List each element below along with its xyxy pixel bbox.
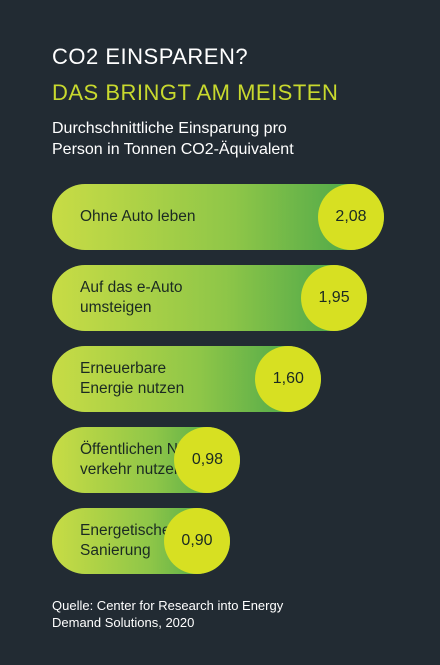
source-note: Quelle: Center for Research into Energy …	[52, 598, 284, 630]
bar-label: Erneuerbare Energie nutzen	[80, 360, 185, 397]
chart-title-line1: CO2 EINSPAREN?	[52, 44, 249, 69]
chart-title-line2: DAS BRINGT AM MEISTEN	[52, 80, 339, 105]
value-bubble: 1,60	[255, 346, 322, 412]
bar-label: Ohne Auto leben	[80, 208, 196, 225]
chart-subtitle: Durchschnittliche Einsparung pro Person …	[52, 120, 294, 158]
bar-label: Energetische Sanierung	[80, 522, 171, 559]
value-bubble: 0,90	[164, 508, 230, 574]
value-bubble: 0,98	[174, 427, 241, 493]
value-bubble: 1,95	[301, 265, 368, 331]
bar-label: Auf das e-Auto umsteigen	[80, 279, 183, 316]
value-bubble: 2,08	[318, 184, 384, 250]
